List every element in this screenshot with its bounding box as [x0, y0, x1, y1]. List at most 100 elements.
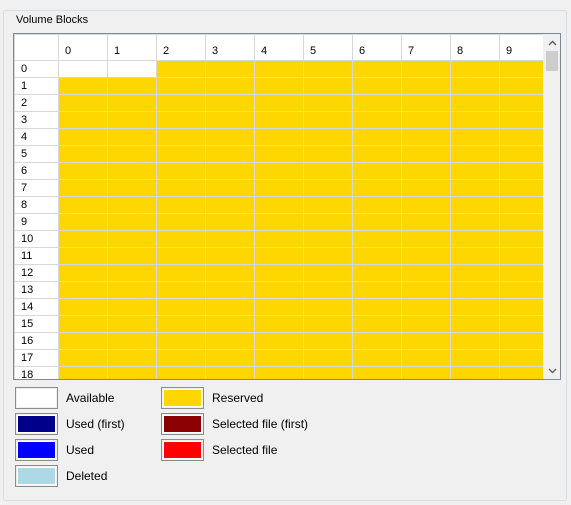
block-cell[interactable] — [352, 230, 402, 248]
block-cell[interactable] — [58, 366, 108, 379]
block-cell[interactable] — [450, 60, 500, 78]
block-cell[interactable] — [254, 128, 304, 146]
block-cell[interactable] — [450, 213, 500, 231]
block-cell[interactable] — [352, 247, 402, 265]
block-cell[interactable] — [254, 332, 304, 350]
block-cell[interactable] — [254, 145, 304, 163]
block-cell[interactable] — [499, 162, 549, 180]
block-cell[interactable] — [205, 179, 255, 197]
block-cell[interactable] — [156, 315, 206, 333]
block-cell[interactable] — [156, 111, 206, 129]
block-cell[interactable] — [205, 230, 255, 248]
block-cell[interactable] — [107, 94, 157, 112]
block-cell[interactable] — [205, 281, 255, 299]
block-cell[interactable] — [499, 179, 549, 197]
block-cell[interactable] — [352, 332, 402, 350]
block-cell[interactable] — [58, 60, 108, 78]
block-cell[interactable] — [254, 230, 304, 248]
block-cell[interactable] — [303, 179, 353, 197]
block-cell[interactable] — [107, 247, 157, 265]
block-cell[interactable] — [499, 196, 549, 214]
block-cell[interactable] — [499, 213, 549, 231]
block-cell[interactable] — [254, 162, 304, 180]
block-cell[interactable] — [58, 111, 108, 129]
block-cell[interactable] — [401, 60, 451, 78]
block-cell[interactable] — [156, 94, 206, 112]
block-cell[interactable] — [58, 298, 108, 316]
block-cell[interactable] — [401, 162, 451, 180]
block-cell[interactable] — [58, 247, 108, 265]
block-cell[interactable] — [303, 94, 353, 112]
block-cell[interactable] — [205, 213, 255, 231]
block-cell[interactable] — [450, 128, 500, 146]
block-cell[interactable] — [205, 366, 255, 379]
block-cell[interactable] — [254, 77, 304, 95]
block-cell[interactable] — [499, 298, 549, 316]
block-cell[interactable] — [450, 315, 500, 333]
block-cell[interactable] — [303, 162, 353, 180]
block-cell[interactable] — [450, 349, 500, 367]
block-cell[interactable] — [107, 230, 157, 248]
block-cell[interactable] — [303, 111, 353, 129]
block-cell[interactable] — [450, 332, 500, 350]
block-cell[interactable] — [107, 179, 157, 197]
block-cell[interactable] — [58, 213, 108, 231]
block-cell[interactable] — [58, 94, 108, 112]
block-cell[interactable] — [401, 332, 451, 350]
block-cell[interactable] — [499, 349, 549, 367]
block-cell[interactable] — [205, 247, 255, 265]
block-cell[interactable] — [499, 281, 549, 299]
block-cell[interactable] — [156, 60, 206, 78]
block-cell[interactable] — [254, 247, 304, 265]
block-cell[interactable] — [254, 196, 304, 214]
block-cell[interactable] — [58, 281, 108, 299]
block-cell[interactable] — [58, 196, 108, 214]
block-cell[interactable] — [107, 281, 157, 299]
block-cell[interactable] — [156, 213, 206, 231]
block-cell[interactable] — [352, 315, 402, 333]
block-cell[interactable] — [156, 247, 206, 265]
block-cell[interactable] — [303, 281, 353, 299]
block-cell[interactable] — [499, 230, 549, 248]
block-cell[interactable] — [499, 94, 549, 112]
block-cell[interactable] — [450, 145, 500, 163]
block-cell[interactable] — [401, 213, 451, 231]
block-cell[interactable] — [156, 349, 206, 367]
block-cell[interactable] — [58, 315, 108, 333]
block-cell[interactable] — [205, 264, 255, 282]
block-cell[interactable] — [303, 349, 353, 367]
block-cell[interactable] — [352, 128, 402, 146]
block-cell[interactable] — [499, 111, 549, 129]
block-cell[interactable] — [499, 77, 549, 95]
block-cell[interactable] — [450, 162, 500, 180]
block-cell[interactable] — [401, 264, 451, 282]
block-cell[interactable] — [107, 349, 157, 367]
block-cell[interactable] — [107, 77, 157, 95]
block-cell[interactable] — [205, 111, 255, 129]
block-cell[interactable] — [107, 60, 157, 78]
block-cell[interactable] — [352, 298, 402, 316]
block-cell[interactable] — [107, 128, 157, 146]
block-cell[interactable] — [107, 145, 157, 163]
block-cell[interactable] — [450, 111, 500, 129]
block-cell[interactable] — [303, 145, 353, 163]
block-cell[interactable] — [254, 179, 304, 197]
block-cell[interactable] — [107, 366, 157, 379]
block-cell[interactable] — [499, 128, 549, 146]
block-cell[interactable] — [352, 77, 402, 95]
block-cell[interactable] — [450, 230, 500, 248]
block-cell[interactable] — [156, 264, 206, 282]
block-cell[interactable] — [401, 366, 451, 379]
block-cell[interactable] — [205, 315, 255, 333]
block-cell[interactable] — [450, 281, 500, 299]
block-cell[interactable] — [352, 349, 402, 367]
block-cell[interactable] — [205, 94, 255, 112]
block-cell[interactable] — [401, 111, 451, 129]
block-cell[interactable] — [303, 247, 353, 265]
scroll-down-button[interactable] — [544, 362, 560, 379]
block-cell[interactable] — [58, 179, 108, 197]
block-cell[interactable] — [450, 77, 500, 95]
block-cell[interactable] — [254, 349, 304, 367]
block-cell[interactable] — [58, 145, 108, 163]
block-cell[interactable] — [352, 179, 402, 197]
